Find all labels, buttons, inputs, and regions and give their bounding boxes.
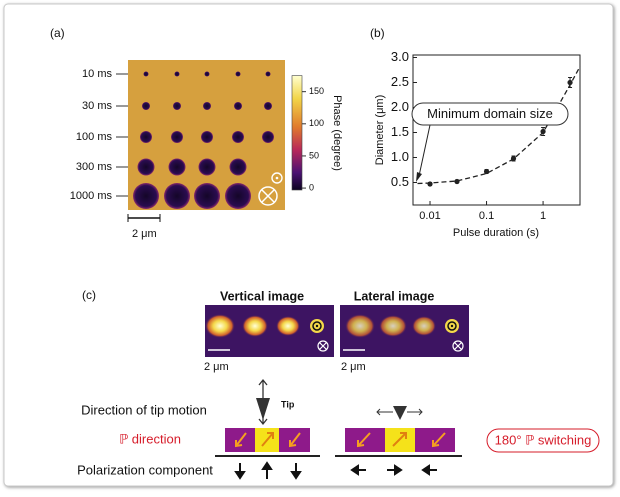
colorbar-tick-label: 50 <box>309 150 319 160</box>
domain-dot <box>137 158 155 176</box>
domain-dot <box>264 102 272 110</box>
domain-dot <box>265 71 271 77</box>
image-title: Lateral image <box>354 289 435 303</box>
data-point <box>454 178 460 185</box>
row-label: 10 ms <box>82 68 112 80</box>
blobs <box>205 314 459 338</box>
domain-dot <box>234 102 242 110</box>
domain-dot <box>204 71 210 77</box>
domain-dot <box>262 131 274 143</box>
domain-dot <box>194 183 220 209</box>
domain-dot <box>140 131 152 143</box>
annotation: Minimum domain size <box>427 106 553 121</box>
domain-dot <box>203 102 211 110</box>
into-page-symbol <box>258 186 278 206</box>
scale-bar-label: 2 μm <box>341 361 366 373</box>
panel-label: (c) <box>82 288 96 302</box>
x-axis-title: Pulse duration (s) <box>453 227 539 239</box>
tip-label: Tip <box>281 399 295 409</box>
x-tick-label: 0.01 <box>419 210 440 222</box>
data-point <box>427 181 433 187</box>
row-label: Direction of tip motion <box>81 402 207 417</box>
domain-dot <box>174 71 180 77</box>
domain-dot <box>232 131 244 143</box>
scale-bar-label: 2 μm <box>204 361 229 373</box>
domain-dot <box>173 102 181 110</box>
row-label: ℙ direction <box>119 431 181 446</box>
fit-line <box>417 66 581 185</box>
domain-dot <box>198 158 216 176</box>
domain-dot <box>143 71 149 77</box>
scale-bar-label: 2 μm <box>132 228 157 240</box>
domain-dot <box>171 131 183 143</box>
row-label: 300 ms <box>76 161 113 173</box>
y-tick-label: 1.0 <box>391 149 409 164</box>
domain-dot <box>168 158 186 176</box>
domain-dot <box>229 158 247 176</box>
colorbar-label: Phase (degree) <box>331 95 343 171</box>
row-label: 30 ms <box>82 100 112 112</box>
domain-dots <box>133 71 283 209</box>
colorbar-tick-label: 150 <box>309 86 324 96</box>
image-title: Vertical image <box>220 289 304 303</box>
colorbar-tick-label: 100 <box>309 118 324 128</box>
annotation-box <box>411 102 569 126</box>
domain-dot <box>235 71 241 77</box>
domain-dot <box>133 183 159 209</box>
y-tick-label: 2.0 <box>391 99 409 114</box>
row-label: Polarization component <box>77 462 213 477</box>
panel-label: (a) <box>50 26 65 40</box>
data-point <box>540 128 546 135</box>
x-tick-label: 0.1 <box>479 210 494 222</box>
y-tick-label: 2.5 <box>391 74 409 89</box>
domain-dot <box>201 131 213 143</box>
out-of-page-symbol <box>271 172 283 184</box>
domain-dot <box>142 102 150 110</box>
plot-frame <box>412 54 581 206</box>
y-tick-label: 1.5 <box>391 124 409 139</box>
y-tick-label: 3.0 <box>391 49 409 64</box>
domain-dot <box>164 183 190 209</box>
row-label: 100 ms <box>76 131 113 143</box>
colorbar <box>291 75 303 191</box>
into-page-symbol <box>317 340 464 352</box>
into-page-symbol <box>261 189 275 203</box>
annotation-arrow <box>418 124 431 177</box>
row-label: 1000 ms <box>70 190 113 202</box>
switching-label: 180° ℙ switching <box>495 432 592 447</box>
y-axis-title: Diameter (μm) <box>374 95 386 166</box>
x-tick-label: 1 <box>540 210 546 222</box>
panel-label: (b) <box>370 26 385 40</box>
annotation-arrowhead <box>416 172 422 182</box>
tip-diagram <box>215 378 600 480</box>
data-point <box>483 168 490 175</box>
y-tick-label: 0.5 <box>391 174 409 189</box>
colorbar-tick-label: 0 <box>309 182 314 192</box>
out-of-page-symbol <box>275 176 279 180</box>
domain-dot <box>225 183 251 209</box>
